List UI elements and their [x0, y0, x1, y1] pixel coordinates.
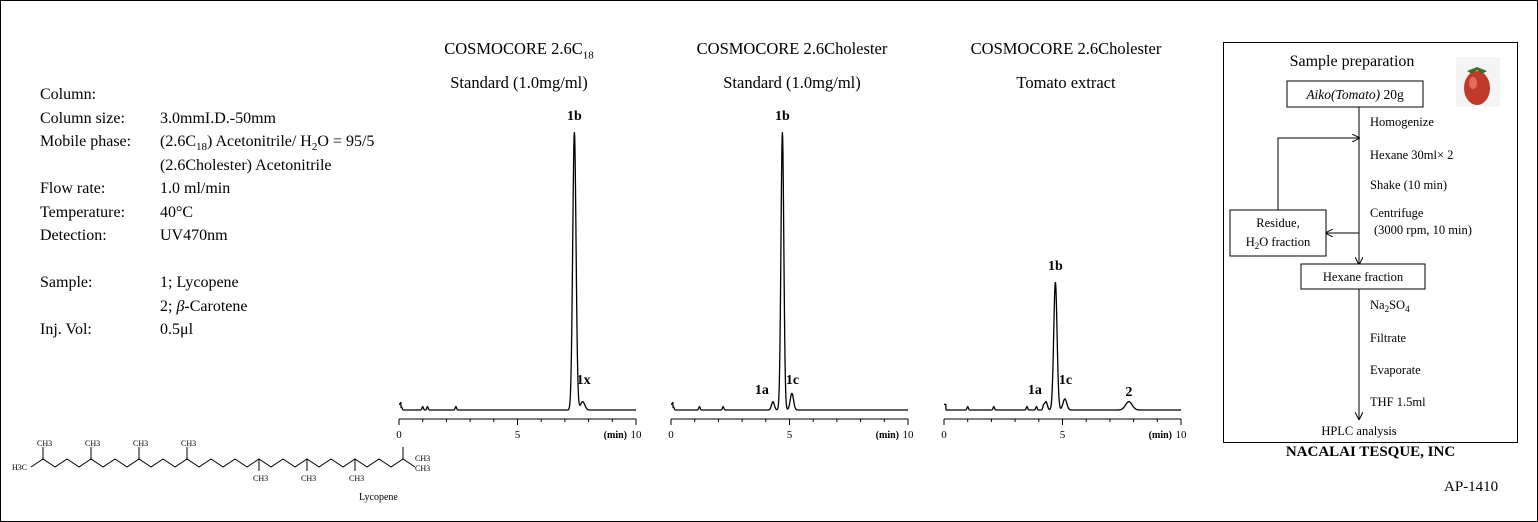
chromatogram-cholester-tomato: 0 5 10 (min) 1a 1b 1c 2 — [941, 259, 1188, 441]
cond-label: Detection: — [40, 227, 107, 244]
residue-box — [1229, 209, 1327, 257]
x-axis-label: (min) — [876, 430, 899, 441]
chart-title: COSMOCORE 2.6C18 — [444, 39, 594, 62]
cond-value: (2.6Cholester) Acetonitrile — [160, 156, 332, 174]
cond-label: Mobile phase: — [40, 133, 132, 150]
structure-label: CH3 — [349, 474, 364, 483]
x-tick-label: 10 — [631, 429, 643, 441]
chromatogram-trace — [398, 131, 636, 411]
structure-label: CH3 — [181, 439, 196, 448]
chart-title: COSMOCORE 2.6Cholester — [696, 39, 888, 58]
x-axis-label: (min) — [1149, 430, 1172, 441]
cond-label: Flow rate: — [40, 180, 106, 197]
structure-label: CH3 — [133, 439, 148, 448]
x-axis-label: (min) — [604, 430, 627, 441]
peak-label: 1b — [1048, 259, 1063, 274]
sample-preparation-panel: Sample preparation Aiko(Tomato) 20g Homo… — [1223, 42, 1518, 443]
cond-label: Temperature: — [40, 203, 126, 221]
peak-label: 2 — [1125, 385, 1132, 400]
prep-flowchart: Sample preparation Aiko(Tomato) 20g Homo… — [1229, 53, 1500, 438]
structure-label: CH3 — [85, 439, 100, 448]
cond-value: 1.0 ml/min — [160, 180, 231, 197]
cond-value: 3.0mmI.D.-50mm — [160, 109, 276, 127]
x-tick-label: 10 — [903, 429, 915, 441]
peak-label: 1a — [1028, 383, 1042, 398]
chart-subtitle: Standard (1.0mg/ml) — [723, 73, 861, 92]
prep-step: Evaporate — [1370, 363, 1421, 377]
prep-end: HPLC analysis — [1321, 424, 1396, 438]
company-name: NACALAI TESQUE, INC — [1285, 444, 1456, 460]
residue-label: Residue, — [1256, 216, 1299, 230]
x-tick-label: 5 — [787, 429, 793, 441]
cond-label: Column size: — [40, 109, 125, 127]
residue-label: H2O fraction — [1246, 235, 1311, 251]
x-tick-label: 5 — [1060, 429, 1066, 441]
prep-step: THF 1.5ml — [1370, 395, 1426, 409]
start-label: Aiko(Tomato) 20g — [1305, 87, 1404, 102]
hexane-fraction-box — [1300, 263, 1426, 290]
chromatogram-trace — [670, 131, 908, 411]
x-tick-label: 0 — [668, 429, 674, 441]
structure-label: CH3 — [253, 474, 268, 483]
prep-step: Hexane 30ml× 2 — [1370, 148, 1453, 162]
sample-value: 0.5μl — [160, 321, 194, 338]
peak-label: 1b — [775, 109, 790, 124]
prep-step: Homogenize — [1370, 115, 1434, 129]
x-tick-label: 0 — [396, 429, 402, 441]
mobile-phase-text: (2.6C18) Acetonitrile/ H2O = 95/5 — [160, 133, 375, 154]
chart-title: COSMOCORE 2.6Cholester — [970, 39, 1162, 58]
structure-label: H3C — [12, 463, 27, 472]
chromatogram-c18-standard: 0 5 10 (min) 1b 1x — [396, 109, 643, 441]
sample-label: Sample: — [40, 274, 93, 291]
cond-value: UV470nm — [160, 227, 228, 244]
tomato-image — [1456, 57, 1500, 107]
structure-name: Lycopene — [359, 492, 398, 503]
peak-label: 1x — [577, 373, 591, 388]
prep-step: (3000 rpm, 10 min) — [1374, 223, 1472, 237]
sample-value: 1; Lycopene — [160, 274, 239, 291]
x-tick-label: 5 — [515, 429, 521, 441]
document-code: AP-1410 — [1444, 479, 1499, 495]
x-tick-label: 10 — [1176, 429, 1188, 441]
peak-label: 1a — [755, 383, 769, 398]
structure-label: CH3 — [415, 454, 430, 463]
conditions-panel: Column: Column size: 3.0mmI.D.-50mm Mobi… — [40, 83, 420, 343]
structure-label: CH3 — [301, 474, 316, 483]
chart-subtitle: Tomato extract — [1016, 73, 1116, 92]
cond-value: (2.6C18) Acetonitrile/ H2O = 95/5 — [160, 130, 374, 160]
chromatogram-cholester-standard: 0 5 10 (min) 1a 1b 1c — [668, 109, 915, 441]
x-tick-label: 0 — [941, 429, 947, 441]
structure-label: CH3 — [37, 439, 52, 448]
column-label: Column: — [40, 86, 97, 103]
cond-value: 40°C — [160, 203, 194, 221]
peak-label: 1c — [1059, 373, 1072, 388]
peak-label: 1b — [567, 109, 582, 124]
hexane-fraction-label: Hexane fraction — [1323, 270, 1404, 284]
prep-step: Filtrate — [1370, 331, 1407, 345]
chromatogram-trace — [944, 282, 1181, 411]
prep-step: Na2SO4 — [1370, 298, 1410, 314]
sample-label: Inj. Vol: — [40, 321, 92, 338]
chart-subtitle: Standard (1.0mg/ml) — [450, 73, 588, 92]
prep-step: Shake (10 min) — [1370, 178, 1447, 192]
start-box — [1286, 80, 1424, 108]
lycopene-structure: CH3 CH3 CH3 CH3 H3C CH3 CH3 CH3 CH3 CH3 … — [12, 439, 430, 503]
structure-label: CH3 — [415, 464, 430, 473]
peak-label: 1c — [786, 373, 799, 388]
prep-title: Sample preparation — [1290, 53, 1415, 70]
sample-value: 2; β-Carotene — [160, 297, 248, 315]
prep-step: Centrifuge — [1370, 206, 1424, 220]
